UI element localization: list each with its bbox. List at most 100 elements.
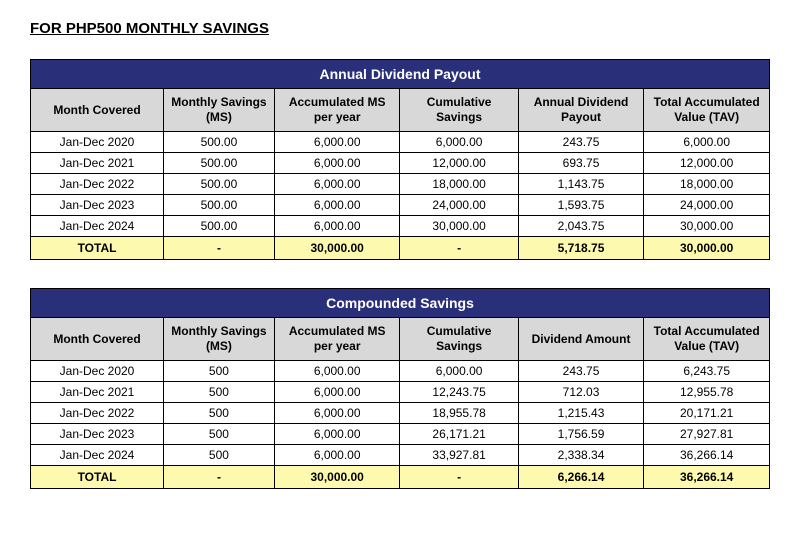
cell: 500.00 [164, 174, 275, 195]
table-row: Jan-Dec 2024500.006,000.0030,000.002,043… [31, 216, 770, 237]
total-cell: - [164, 237, 275, 260]
column-header: Cumulative Savings [400, 89, 518, 132]
total-cell: - [400, 237, 518, 260]
cell: 18,000.00 [644, 174, 770, 195]
total-cell: 36,266.14 [644, 466, 770, 489]
cell: 6,000.00 [274, 382, 400, 403]
cell: 6,000.00 [274, 361, 400, 382]
cell: 26,171.21 [400, 424, 518, 445]
column-header: Accumulated MS per year [274, 89, 400, 132]
cell: 500 [164, 361, 275, 382]
table-row: Jan-Dec 2023500.006,000.0024,000.001,593… [31, 195, 770, 216]
tables-container: Annual Dividend PayoutMonth CoveredMonth… [30, 59, 770, 489]
cell: 18,000.00 [400, 174, 518, 195]
cell: 500 [164, 445, 275, 466]
cell: 243.75 [518, 132, 644, 153]
total-cell: - [164, 466, 275, 489]
total-cell: TOTAL [31, 237, 164, 260]
cell: 6,000.00 [274, 174, 400, 195]
cell: 6,243.75 [644, 361, 770, 382]
cell: Jan-Dec 2021 [31, 382, 164, 403]
cell: 36,266.14 [644, 445, 770, 466]
column-header: Month Covered [31, 89, 164, 132]
column-header: Accumulated MS per year [274, 318, 400, 361]
cell: Jan-Dec 2024 [31, 216, 164, 237]
cell: 500.00 [164, 195, 275, 216]
cell: 500 [164, 403, 275, 424]
column-header: Monthly Savings (MS) [164, 89, 275, 132]
cell: Jan-Dec 2022 [31, 403, 164, 424]
table-row: Jan-Dec 20245006,000.0033,927.812,338.34… [31, 445, 770, 466]
cell: Jan-Dec 2021 [31, 153, 164, 174]
cell: Jan-Dec 2022 [31, 174, 164, 195]
cell: 6,000.00 [400, 132, 518, 153]
column-header: Total Accumulated Value (TAV) [644, 318, 770, 361]
table-title: Compounded Savings [31, 289, 770, 318]
cell: 2,043.75 [518, 216, 644, 237]
cell: 20,171.21 [644, 403, 770, 424]
table-row: Jan-Dec 20215006,000.0012,243.75712.0312… [31, 382, 770, 403]
cell: 12,000.00 [644, 153, 770, 174]
column-header: Monthly Savings (MS) [164, 318, 275, 361]
column-header: Month Covered [31, 318, 164, 361]
cell: 6,000.00 [274, 445, 400, 466]
cell: 1,215.43 [518, 403, 644, 424]
cell: 30,000.00 [400, 216, 518, 237]
total-row: TOTAL-30,000.00-6,266.1436,266.14 [31, 466, 770, 489]
total-cell: 6,266.14 [518, 466, 644, 489]
cell: 6,000.00 [274, 195, 400, 216]
cell: 6,000.00 [400, 361, 518, 382]
table-row: Jan-Dec 2020500.006,000.006,000.00243.75… [31, 132, 770, 153]
column-header: Cumulative Savings [400, 318, 518, 361]
cell: 1,756.59 [518, 424, 644, 445]
cell: Jan-Dec 2020 [31, 132, 164, 153]
cell: Jan-Dec 2023 [31, 424, 164, 445]
cell: 2,338.34 [518, 445, 644, 466]
cell: 500.00 [164, 153, 275, 174]
cell: Jan-Dec 2024 [31, 445, 164, 466]
cell: 27,927.81 [644, 424, 770, 445]
total-cell: 5,718.75 [518, 237, 644, 260]
cell: 24,000.00 [400, 195, 518, 216]
cell: 500 [164, 424, 275, 445]
total-cell: - [400, 466, 518, 489]
savings-table-0: Annual Dividend PayoutMonth CoveredMonth… [30, 59, 770, 260]
cell: 6,000.00 [274, 132, 400, 153]
cell: 500.00 [164, 216, 275, 237]
column-header: Dividend Amount [518, 318, 644, 361]
table-row: Jan-Dec 20225006,000.0018,955.781,215.43… [31, 403, 770, 424]
cell: 30,000.00 [644, 216, 770, 237]
cell: 6,000.00 [274, 216, 400, 237]
cell: 6,000.00 [274, 424, 400, 445]
total-cell: TOTAL [31, 466, 164, 489]
cell: Jan-Dec 2020 [31, 361, 164, 382]
table-row: Jan-Dec 2022500.006,000.0018,000.001,143… [31, 174, 770, 195]
cell: 1,143.75 [518, 174, 644, 195]
cell: 500.00 [164, 132, 275, 153]
cell: 24,000.00 [644, 195, 770, 216]
column-header: Total Accumulated Value (TAV) [644, 89, 770, 132]
cell: 500 [164, 382, 275, 403]
page-title: FOR PHP500 MONTHLY SAVINGS [30, 20, 770, 37]
column-header: Annual Dividend Payout [518, 89, 644, 132]
table-row: Jan-Dec 2021500.006,000.0012,000.00693.7… [31, 153, 770, 174]
cell: 33,927.81 [400, 445, 518, 466]
table-row: Jan-Dec 20235006,000.0026,171.211,756.59… [31, 424, 770, 445]
cell: 1,593.75 [518, 195, 644, 216]
table-row: Jan-Dec 20205006,000.006,000.00243.756,2… [31, 361, 770, 382]
total-cell: 30,000.00 [644, 237, 770, 260]
cell: 12,955.78 [644, 382, 770, 403]
cell: 693.75 [518, 153, 644, 174]
savings-table-1: Compounded SavingsMonth CoveredMonthly S… [30, 288, 770, 489]
table-title: Annual Dividend Payout [31, 60, 770, 89]
cell: 6,000.00 [274, 153, 400, 174]
cell: 12,000.00 [400, 153, 518, 174]
total-row: TOTAL-30,000.00-5,718.7530,000.00 [31, 237, 770, 260]
cell: Jan-Dec 2023 [31, 195, 164, 216]
total-cell: 30,000.00 [274, 466, 400, 489]
cell: 6,000.00 [644, 132, 770, 153]
cell: 712.03 [518, 382, 644, 403]
cell: 243.75 [518, 361, 644, 382]
cell: 6,000.00 [274, 403, 400, 424]
cell: 18,955.78 [400, 403, 518, 424]
